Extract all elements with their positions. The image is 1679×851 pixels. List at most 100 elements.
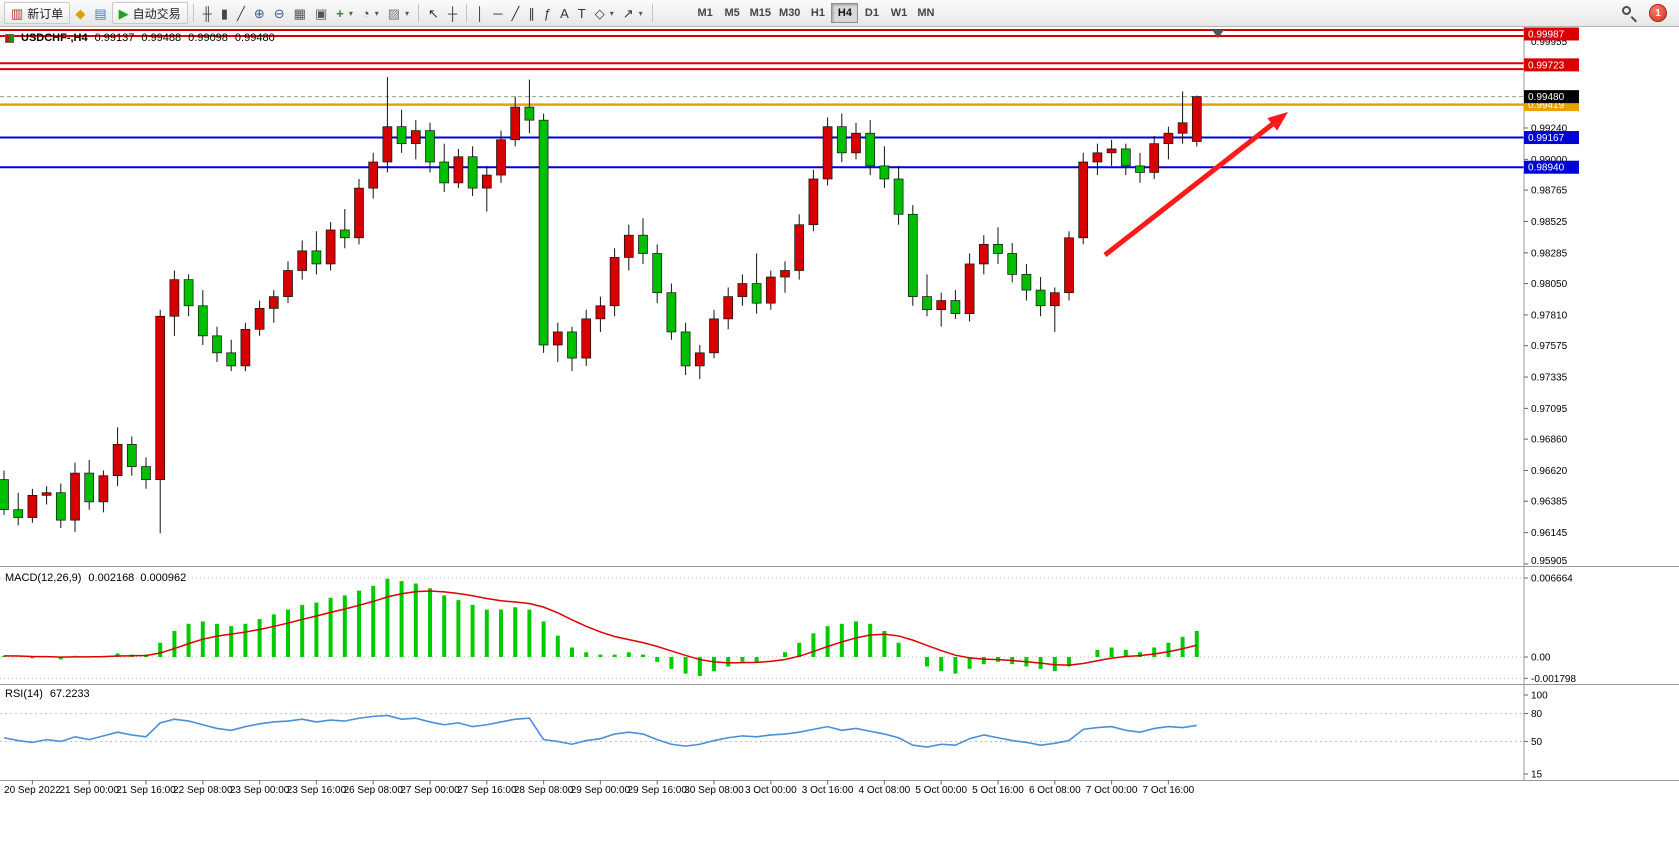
- indicators-button[interactable]: + ▾: [332, 2, 357, 24]
- svg-text:23 Sep 16:00: 23 Sep 16:00: [287, 785, 347, 796]
- shapes-button[interactable]: ◇ ▾: [591, 2, 618, 24]
- macd-value-signal: 0.000962: [140, 572, 187, 584]
- bar-chart-button[interactable]: ╫: [199, 2, 216, 24]
- fibonacci-icon: ƒ: [543, 5, 552, 21]
- timeframe-mn-button[interactable]: MN: [917, 7, 935, 19]
- toolbar-separator: [651, 4, 653, 22]
- chart-title: USDCHF-,H4 0.99137 0.99488 0.99098 0.994…: [5, 32, 275, 44]
- ohlc-low: 0.99098: [188, 32, 228, 44]
- rsi-panel: 100 80 50 15: [0, 691, 1548, 781]
- zoom-out-button[interactable]: ⊖: [270, 2, 289, 24]
- dropdown-caret-icon: ▾: [609, 8, 614, 18]
- autotrading-button[interactable]: ▶ 自动交易: [111, 2, 188, 24]
- line-chart-icon: ╱: [237, 5, 245, 21]
- metaeditor-button[interactable]: ◆: [71, 2, 89, 24]
- search-lens: [1622, 6, 1631, 15]
- cascade-windows-button[interactable]: ▣: [311, 2, 331, 24]
- timeframe-m30-button[interactable]: M30: [779, 7, 801, 19]
- dropdown-caret-icon: ▾: [405, 8, 410, 18]
- indicators-icon: +: [336, 5, 344, 21]
- svg-text:0.98765: 0.98765: [1531, 186, 1568, 197]
- templates-button[interactable]: ▨ ▾: [384, 2, 413, 24]
- svg-text:0.99955: 0.99955: [1531, 37, 1568, 48]
- timeframe-m5-button[interactable]: M5: [724, 7, 740, 19]
- svg-text:15: 15: [1531, 770, 1543, 781]
- line-chart-button[interactable]: ╱: [233, 2, 249, 24]
- text-button[interactable]: A: [556, 2, 573, 24]
- candles-layer: [0, 77, 1202, 534]
- svg-text:100: 100: [1531, 691, 1548, 702]
- timeframe-h1-button[interactable]: H1: [810, 7, 825, 19]
- svg-text:0.99480: 0.99480: [1528, 92, 1565, 103]
- svg-text:-0.001798: -0.001798: [1531, 674, 1576, 685]
- price-marker-0.99480: [1524, 90, 1579, 104]
- svg-text:28 Sep 08:00: 28 Sep 08:00: [514, 785, 574, 796]
- chart-area: 0.99955 0.99240 0.99000 0.98765 0.98525 0.982…: [0, 27, 1679, 851]
- notification-badge[interactable]: 1: [1649, 4, 1667, 22]
- price-marker-0.98940: [1524, 160, 1579, 174]
- svg-text:21 Sep 00:00: 21 Sep 00:00: [59, 785, 119, 796]
- tile-windows-button[interactable]: ▦: [290, 2, 310, 24]
- channel-button[interactable]: ∥: [524, 2, 539, 24]
- symbol-chart-icon: [5, 33, 14, 43]
- timeframe-d1-button[interactable]: D1: [864, 7, 879, 19]
- ohlc-close: 0.99480: [234, 32, 275, 44]
- timeframe-w1-button[interactable]: W1: [890, 7, 908, 19]
- svg-text:4 Oct 08:00: 4 Oct 08:00: [859, 785, 911, 796]
- zoom-in-button[interactable]: ⊕: [250, 2, 269, 24]
- price-axis[interactable]: 0.99955 0.99240 0.99000 0.98765 0.98525 0.982…: [1524, 27, 1579, 568]
- label-icon: T: [577, 5, 586, 21]
- search-icon[interactable]: [1621, 5, 1637, 23]
- label-button[interactable]: T: [574, 2, 590, 24]
- ohlc-open: 0.99137: [94, 32, 135, 44]
- horizontal-lines-layer[interactable]: [0, 28, 1524, 169]
- arrows-icon: ↗: [622, 5, 634, 21]
- svg-text:0.96620: 0.96620: [1531, 466, 1568, 477]
- strategy-tester-icon: ▤: [94, 5, 107, 21]
- svg-text:0.99000: 0.99000: [1531, 155, 1568, 166]
- svg-text:26 Sep 08:00: 26 Sep 08:00: [343, 785, 403, 796]
- symbol-period-label: USDCHF-,H4: [21, 32, 88, 44]
- macd-panel: 0.006664 0.00 -0.001798: [0, 574, 1576, 685]
- svg-text:0.006664: 0.006664: [1531, 574, 1573, 585]
- timeframe-m1-button[interactable]: M1: [697, 7, 713, 19]
- timeframe-m15-button[interactable]: M15: [749, 7, 772, 19]
- candlestick-chart-icon: ▮: [220, 5, 228, 21]
- strategy-tester-button[interactable]: ▤: [90, 2, 110, 24]
- vertical-line-icon: │: [476, 5, 485, 21]
- toolbar-separator: [466, 4, 468, 22]
- arrows-button[interactable]: ↗ ▾: [619, 2, 647, 24]
- dropdown-caret-icon: ▾: [374, 8, 379, 18]
- svg-text:27 Sep 00:00: 27 Sep 00:00: [400, 785, 460, 796]
- trend-arrow-annotation[interactable]: [1103, 112, 1288, 257]
- chart-shift-marker[interactable]: [1212, 30, 1224, 38]
- autotrading-button-label: 自动交易: [132, 6, 181, 21]
- crosshair-button[interactable]: ┼: [444, 2, 461, 24]
- macd-name: MACD(12,26,9): [5, 572, 82, 584]
- trendline-button[interactable]: ╱: [508, 2, 524, 24]
- cascade-windows-icon: ▣: [314, 5, 328, 21]
- trendline-icon: ╱: [511, 5, 520, 21]
- chart-canvas[interactable]: 0.99955 0.99240 0.99000 0.98765 0.98525 0.982…: [0, 27, 1679, 851]
- svg-text:0.97575: 0.97575: [1531, 341, 1568, 352]
- svg-text:5 Oct 16:00: 5 Oct 16:00: [972, 785, 1024, 796]
- new-order-button[interactable]: ▥ 新订单: [4, 2, 71, 24]
- cursor-button[interactable]: ↖: [424, 2, 443, 24]
- svg-text:0.00: 0.00: [1531, 653, 1551, 664]
- fibonacci-button[interactable]: ƒ: [540, 2, 555, 24]
- toolbar: ▥ 新订单 ◆ ▤ ▶ 自动交易 ╫ ▮ ╱ ⊕ ⊖ ▦ ▣ + ▾ ◔ ▾ ▨ ▾ ↖ ┼ │ ─ ╱ ∥ ƒ A T ◇ ▾ ↗ ▾ M1…: [0, 0, 1679, 27]
- metaeditor-icon: ◆: [75, 5, 86, 21]
- timeframe-h4-button[interactable]: H4: [831, 3, 859, 23]
- periods-button[interactable]: ◔ ▾: [358, 2, 383, 24]
- vertical-line-button[interactable]: │: [472, 2, 488, 24]
- ohlc-high: 0.99488: [141, 32, 182, 44]
- svg-text:0.96860: 0.96860: [1531, 435, 1568, 446]
- horizontal-line-icon: ─: [493, 5, 503, 21]
- horizontal-line-button[interactable]: ─: [489, 2, 506, 24]
- macd-value-main: 0.002168: [88, 572, 135, 584]
- candlestick-chart-button[interactable]: ▮: [217, 2, 232, 24]
- svg-text:0.99419: 0.99419: [1528, 100, 1565, 111]
- svg-text:0.99987: 0.99987: [1528, 30, 1565, 41]
- toolbar-separator: [192, 4, 194, 22]
